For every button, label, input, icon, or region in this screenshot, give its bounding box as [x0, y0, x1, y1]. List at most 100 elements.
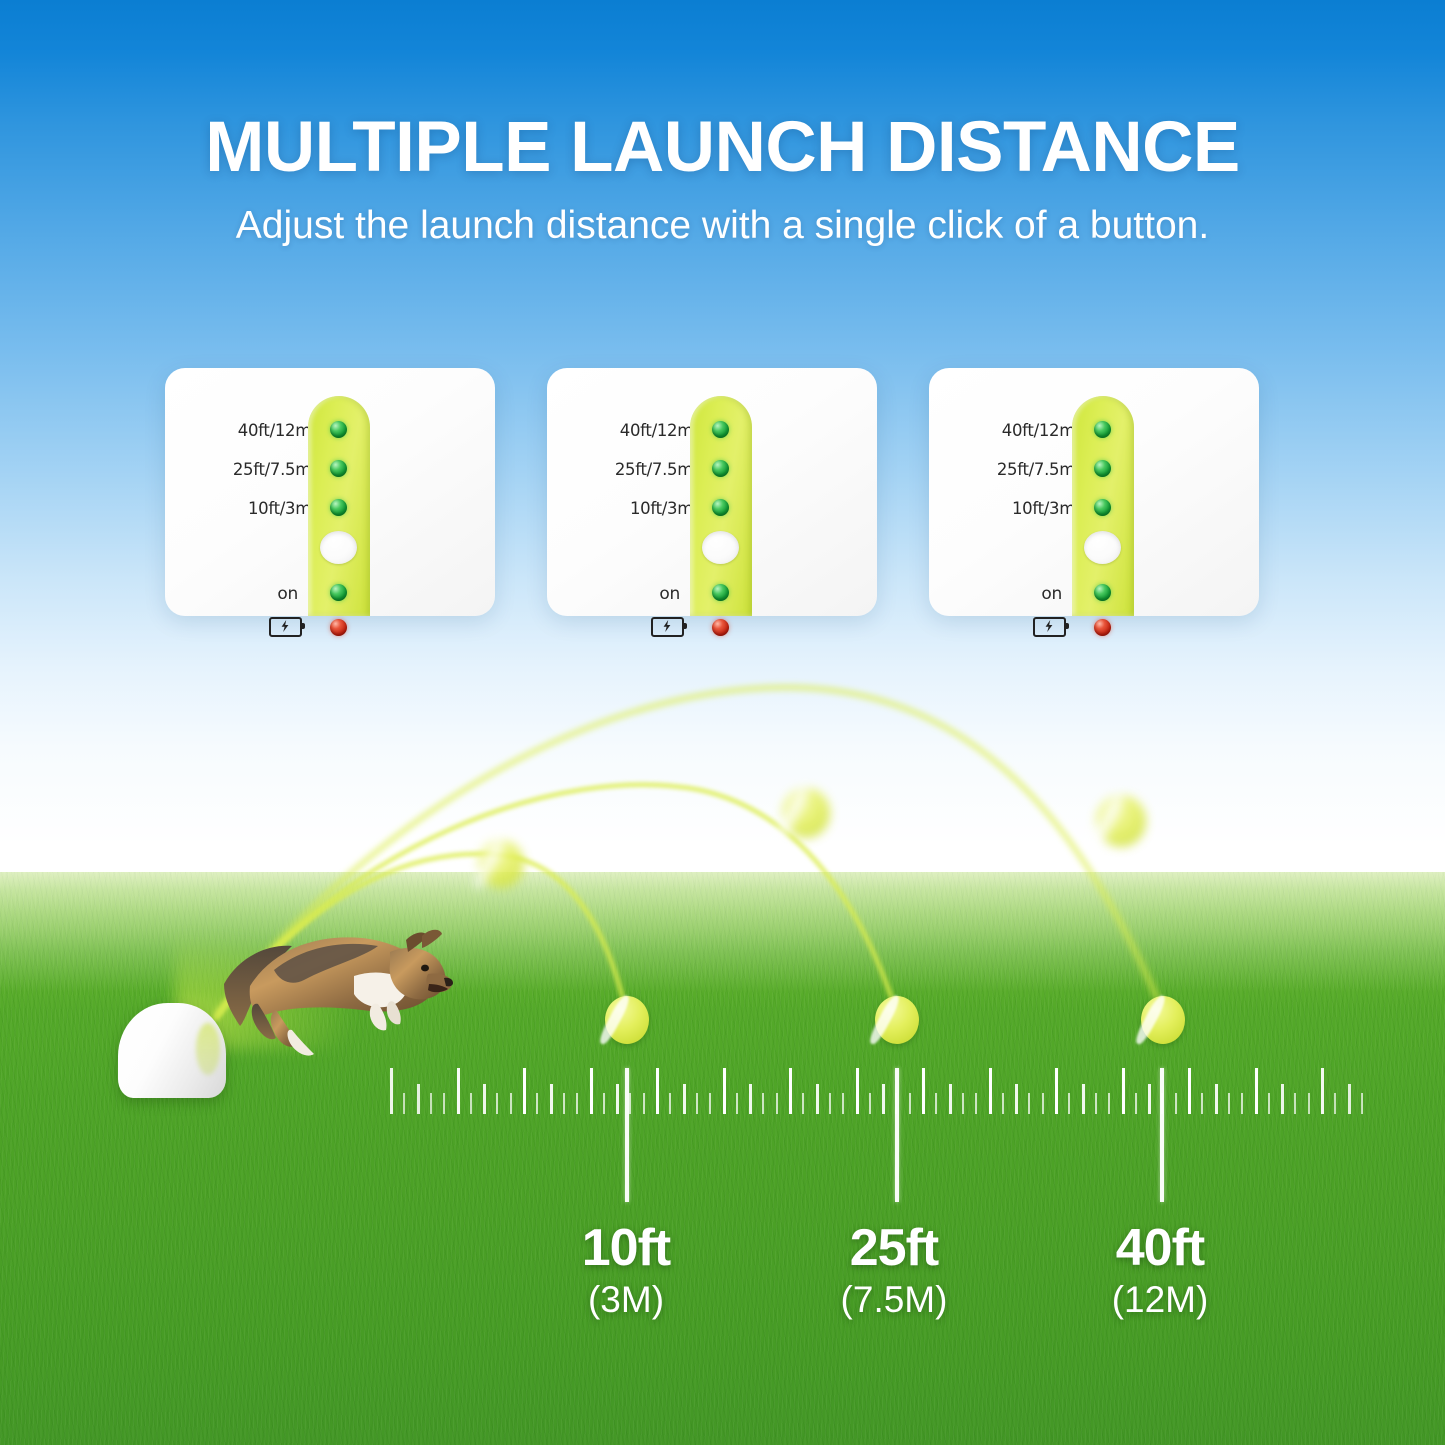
ruler-tick-major [1055, 1068, 1058, 1114]
ruler-tick-minor [1360, 1093, 1363, 1114]
ruler-tick-minor [509, 1093, 512, 1114]
launcher-chute [196, 1023, 220, 1075]
ruler-tick-minor [695, 1093, 698, 1114]
ruler-tick-minor [775, 1093, 778, 1114]
ball-in-air-10ft [470, 837, 524, 891]
led-power [712, 584, 729, 601]
distance-meters: (12M) [1111, 1279, 1209, 1320]
ruler-tick-minor [1001, 1093, 1004, 1114]
distance-feet: 25ft [849, 1219, 939, 1277]
panel-label-power: on [277, 584, 298, 604]
ruler-tick-minor [1094, 1093, 1097, 1114]
ruler-tick-minor [1108, 1093, 1111, 1114]
panel-10ft[interactable]: 40ft/12m 25ft/7.5m 10ft/3m on [165, 368, 495, 637]
ruler-tick-major [922, 1068, 925, 1114]
ruler-tick-minor [1028, 1093, 1031, 1114]
ruler-tick-minor [762, 1093, 765, 1114]
panel-label-power: on [659, 584, 680, 604]
panel-label-40ft: 40ft/12m [237, 421, 312, 440]
ruler-tick-minor [1241, 1093, 1244, 1114]
panel-label-10ft: 10ft/3m [1011, 499, 1075, 518]
distance-label-40ft: 40ft (12M) [1044, 1222, 1276, 1318]
ruler-tick-minor [549, 1084, 553, 1114]
battery-charging-icon [1033, 617, 1069, 637]
led-power [1094, 584, 1111, 601]
ruler-tick-minor [629, 1093, 632, 1114]
ball-in-air-40ft [1088, 792, 1146, 850]
ruler-tick-minor [443, 1093, 446, 1114]
panel-label-40ft: 40ft/12m [1001, 421, 1076, 440]
page-subtitle: Adjust the launch distance with a single… [235, 204, 1210, 247]
ruler-tick-minor [1307, 1093, 1310, 1114]
distance-ruler [390, 1068, 1363, 1114]
ruler-tick-minor [642, 1093, 645, 1114]
ruler-tick-minor [749, 1084, 753, 1114]
ruler-tick-major [1254, 1068, 1258, 1114]
ruler-tick-minor [1068, 1093, 1071, 1114]
ruler-tick-minor [536, 1093, 539, 1114]
ball-landing-10ft [597, 993, 649, 1047]
led-25ft [330, 460, 347, 477]
led-10ft [712, 499, 729, 516]
mode-button[interactable] [320, 531, 357, 564]
panel-label-40ft: 40ft/12m [619, 421, 694, 440]
ruler-tick-minor [669, 1093, 672, 1114]
mode-button[interactable] [1084, 531, 1121, 564]
ruler-tick-minor [1267, 1093, 1270, 1114]
ruler-tick-major [855, 1068, 859, 1114]
ball-launcher-device [118, 1003, 226, 1098]
led-battery [330, 619, 347, 636]
drop-line-10ft [625, 1068, 629, 1202]
ball-landing-40ft [1133, 993, 1185, 1047]
ruler-tick-minor [616, 1084, 620, 1114]
battery-charging-icon [269, 617, 305, 637]
ruler-tick-major [988, 1068, 992, 1114]
led-25ft [1094, 460, 1111, 477]
ruler-tick-minor [429, 1093, 432, 1114]
ruler-tick-minor [948, 1084, 952, 1114]
ruler-tick-minor [682, 1084, 686, 1114]
ruler-tick-minor [975, 1093, 978, 1114]
ruler-tick-minor [1281, 1084, 1285, 1114]
ruler-tick-minor [496, 1093, 499, 1114]
ruler-tick-minor [908, 1093, 911, 1114]
ruler-tick-major [1121, 1068, 1125, 1114]
ruler-tick-minor [483, 1084, 487, 1114]
led-25ft [712, 460, 729, 477]
ruler-tick-minor [416, 1084, 420, 1114]
ruler-tick-minor [842, 1093, 845, 1114]
ball-landing-25ft [867, 993, 919, 1047]
distance-label-25ft: 25ft (7.5M) [778, 1222, 1010, 1318]
ruler-tick-minor [562, 1093, 565, 1114]
distance-label-10ft: 10ft (3M) [510, 1222, 742, 1318]
led-40ft [1094, 421, 1111, 438]
led-10ft [330, 499, 347, 516]
ruler-tick-minor [1134, 1093, 1137, 1114]
ruler-tick-minor [1015, 1084, 1019, 1114]
ruler-tick-major [1188, 1068, 1191, 1114]
distance-feet: 10ft [581, 1219, 671, 1277]
ruler-tick-minor [882, 1084, 886, 1114]
lightning-bolt-icon [1045, 620, 1053, 632]
ruler-tick-major [1321, 1068, 1324, 1114]
panel-label-power: on [1041, 584, 1062, 604]
panel-label-25ft: 25ft/7.5m [614, 460, 693, 479]
ruler-tick-minor [1174, 1093, 1177, 1114]
panel-40ft[interactable]: 40ft/12m 25ft/7.5m 10ft/3m on [929, 368, 1259, 637]
distance-meters: (3M) [587, 1279, 665, 1320]
panel-label-25ft: 25ft/7.5m [996, 460, 1075, 479]
drop-line-25ft [895, 1068, 899, 1202]
panel-label-10ft: 10ft/3m [247, 499, 311, 518]
ruler-tick-minor [469, 1093, 472, 1114]
ruler-tick-major [523, 1068, 526, 1114]
drop-line-40ft [1160, 1068, 1164, 1202]
mode-button[interactable] [702, 531, 739, 564]
ruler-tick-minor [802, 1093, 805, 1114]
ruler-tick-minor [1347, 1084, 1351, 1114]
ruler-tick-minor [576, 1093, 579, 1114]
panel-25ft[interactable]: 40ft/12m 25ft/7.5m 10ft/3m on [547, 368, 877, 637]
page-title: MULTIPLE LAUNCH DISTANCE [205, 108, 1240, 187]
ruler-tick-major [456, 1068, 460, 1114]
ruler-tick-minor [1148, 1084, 1152, 1114]
